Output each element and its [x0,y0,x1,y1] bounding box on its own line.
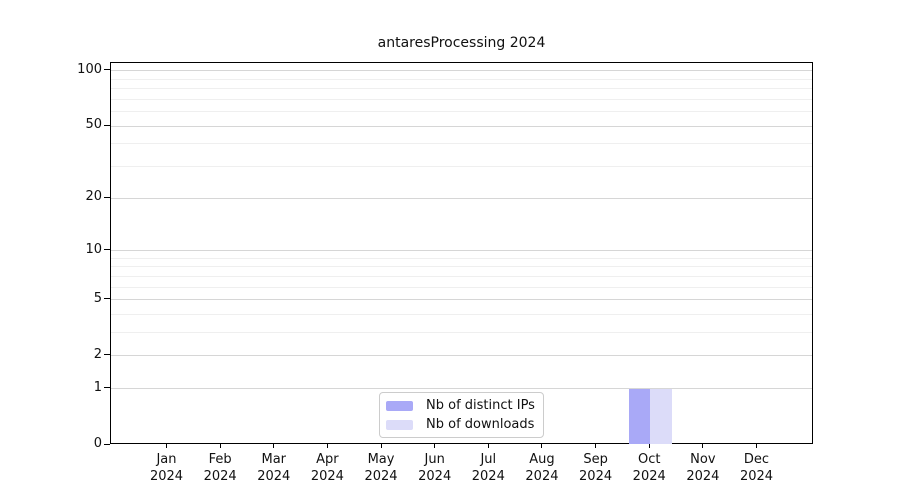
x-tick-label: Sep 2024 [564,452,628,485]
x-tick-label: Mar 2024 [242,452,306,485]
major-gridline [111,250,812,251]
y-tick-label: 1 [93,379,102,395]
minor-gridline [111,286,812,288]
legend-item-distinct-ips: Nb of distinct IPs [386,396,535,415]
minor-gridline [111,313,812,315]
y-tick-label: 20 [85,189,102,205]
major-gridline [111,388,812,390]
legend-swatch-1 [386,419,413,430]
x-tick-mark [756,444,757,448]
x-tick-year: 2024 [525,468,559,484]
x-tick-label: May 2024 [349,452,413,485]
x-tick-label: Jul 2024 [456,452,520,485]
minor-gridline [111,88,812,90]
x-tick-month: Sep [583,452,608,467]
y-tick-mark [104,298,110,300]
x-tick-month: Jun [424,452,445,467]
minor-gridline [111,332,812,334]
y-tick-mark [104,196,110,198]
x-tick-label: Apr 2024 [295,452,359,485]
x-tick-year: 2024 [257,468,291,484]
x-tick-month: Mar [261,452,287,467]
legend-item-downloads: Nb of downloads [386,415,535,434]
major-gridline [111,197,812,199]
x-tick-month: Jul [480,452,497,467]
x-tick-year: 2024 [686,468,720,484]
y-tick-label: 10 [85,241,102,257]
bar-nb-of-distinct-ips [628,388,651,444]
x-tick-year: 2024 [418,468,452,484]
x-tick-mark [273,444,275,448]
x-tick-year: 2024 [579,468,613,484]
bar-nb-of-downloads [650,388,672,444]
x-tick-label: Aug 2024 [510,452,574,485]
y-tick-mark [104,124,110,126]
major-gridline [111,70,812,72]
x-tick-month: May [367,452,395,467]
legend-label-distinct-ips: Nb of distinct IPs [426,398,535,413]
x-tick-year: 2024 [739,468,774,484]
x-tick-label: Oct 2024 [617,452,681,485]
major-gridline [111,355,812,357]
x-tick-mark [595,444,597,448]
x-tick-mark [434,444,436,448]
x-tick-year: 2024 [364,468,398,484]
x-tick-label: Feb 2024 [188,452,252,485]
x-tick-month: Jan [156,452,177,467]
x-tick-mark [702,444,704,448]
x-tick-month: Dec [743,452,770,467]
x-tick-mark [648,444,650,448]
y-tick-mark [104,249,110,250]
x-tick-year: 2024 [471,468,505,484]
y-tick-mark [104,354,110,356]
minor-gridline [111,165,812,167]
minor-gridline [111,275,812,277]
minor-gridline [111,111,812,113]
major-gridline [111,299,812,301]
x-tick-label: Jan 2024 [135,452,199,485]
x-tick-mark [541,444,543,448]
x-tick-month: Oct [637,452,661,467]
x-tick-year: 2024 [203,468,237,484]
x-tick-year: 2024 [310,468,344,484]
x-tick-year: 2024 [149,468,184,484]
y-tick-label: 0 [93,436,102,451]
y-tick-label: 50 [85,117,102,133]
minor-gridline [111,78,812,80]
x-tick-month: Apr [316,452,339,467]
major-gridline [111,125,812,127]
y-tick-mark [104,69,110,71]
y-tick-label: 5 [93,290,102,306]
x-tick-label: Nov 2024 [671,452,735,485]
x-tick-mark [487,444,489,448]
x-tick-month: Nov [690,452,716,467]
minor-gridline [111,266,812,268]
x-tick-year: 2024 [632,468,666,484]
x-tick-mark [166,444,167,448]
y-tick-label: 100 [77,61,102,77]
legend-swatch-0 [386,400,413,411]
y-tick-mark [104,387,110,389]
minor-gridline [111,143,812,145]
legend-label-downloads: Nb of downloads [426,417,535,432]
minor-gridline [111,257,812,259]
x-tick-month: Aug [529,452,555,467]
plot-area [110,62,813,444]
y-tick-mark [104,443,110,445]
x-tick-month: Feb [208,452,232,467]
x-tick-mark [326,444,328,448]
x-tick-label: Dec 2024 [725,452,789,485]
legend: Nb of distinct IPs Nb of downloads [379,392,544,438]
x-tick-label: Jun 2024 [403,452,467,485]
minor-gridline [111,98,812,100]
x-tick-mark [380,444,382,448]
y-tick-label: 2 [93,346,102,362]
x-tick-mark [219,444,221,448]
chart-title: antaresProcessing 2024 [377,35,546,51]
